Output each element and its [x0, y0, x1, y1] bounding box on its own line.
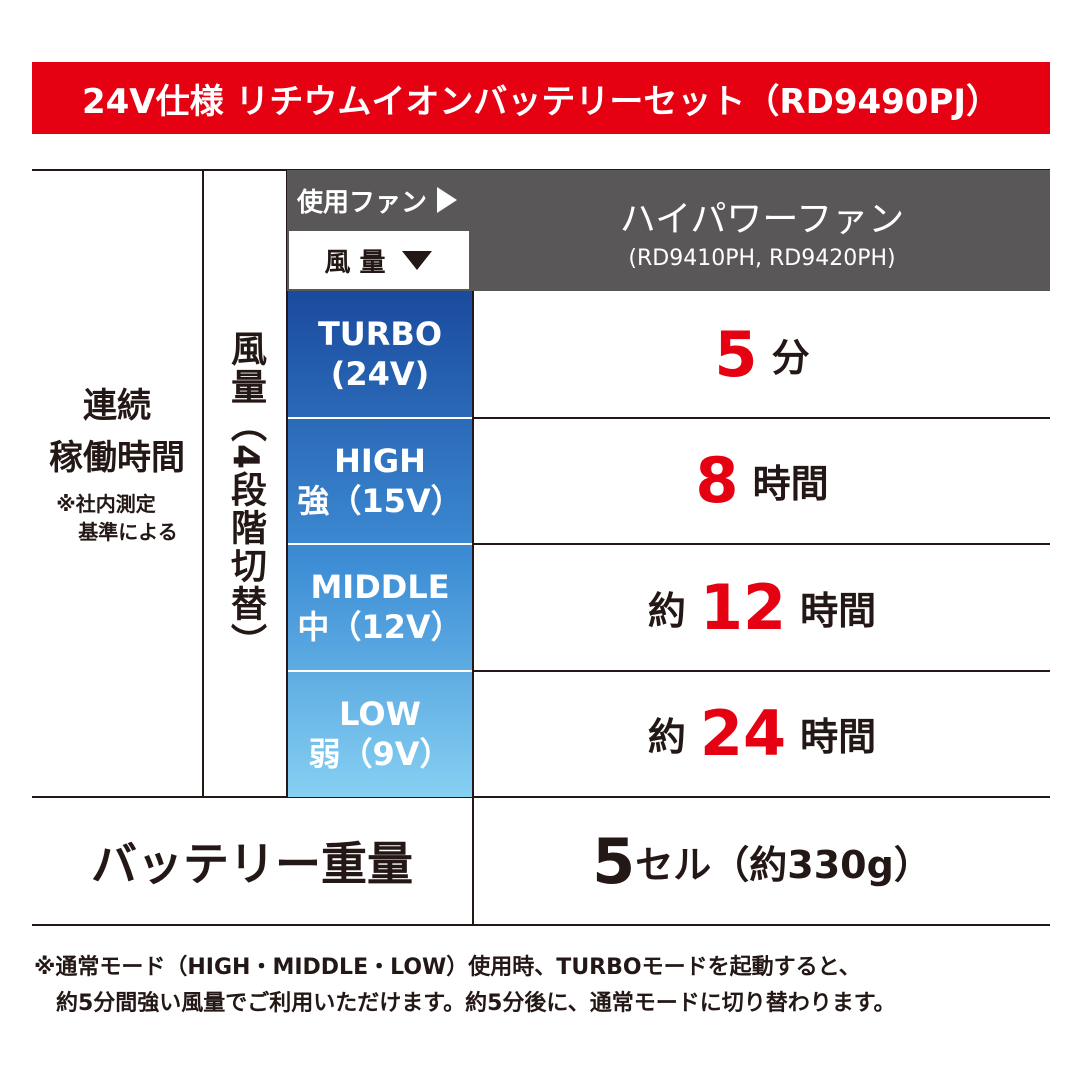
mode-cell: HIGH 強（15V） [288, 418, 472, 545]
footnote-line: 約5分間強い風量でご利用いただけます。約5分後に、通常モードに切り替わります。 [56, 991, 896, 1016]
rule [32, 796, 1050, 798]
fan-name: ハイパワーファン [619, 199, 905, 240]
flow-vertical-cell: 風量（4段階切替） [204, 330, 286, 690]
rule [474, 416, 1050, 419]
mode-cell: MIDDLE 中（12V） [288, 544, 472, 671]
unit: 時間 [800, 715, 877, 760]
rule [288, 669, 472, 672]
voltage: 中（12V） [297, 608, 463, 647]
footnote: ※通常モード（HIGH・MIDDLE・LOW）使用時、TURBOモードを起動する… [34, 950, 1044, 1022]
footnote-line: ※通常モード（HIGH・MIDDLE・LOW）使用時、TURBOモードを起動する… [34, 955, 861, 980]
fan-cell: ハイパワーファン (RD9410PH, RD9420PH) [474, 170, 1050, 291]
rule [474, 543, 1050, 545]
unit: 時間 [800, 588, 877, 633]
title-banner: 24V仕様 リチウムイオンバッテリーセット（RD9490PJ） [32, 62, 1050, 134]
mode: MIDDLE [310, 568, 450, 607]
flow-vertical: 風量（4段階切替） [225, 330, 266, 662]
runtime-number: 8 [695, 444, 739, 518]
title: 24V仕様 リチウムイオンバッテリーセット（RD9490PJ） [81, 81, 1001, 122]
fan-models: (RD9410PH, RD9420PH) [628, 246, 896, 271]
unit: 時間 [752, 462, 829, 507]
mode: TURBO [317, 315, 443, 354]
voltage: 弱（9V） [308, 734, 452, 773]
mode: LOW [339, 694, 421, 733]
rule [202, 170, 204, 797]
runtime-note: 基準による [78, 520, 178, 544]
fan-label: 使用ファン [297, 187, 428, 218]
rule [288, 416, 472, 419]
runtime-label: 連続 [83, 386, 151, 426]
weight-value: セル（約330g） [635, 842, 932, 887]
weight-number: 5 [592, 824, 636, 898]
unit: 分 [771, 335, 810, 380]
runtime-cell: 連続 稼働時間 ※社内測定 基準による [32, 380, 202, 546]
flow-label: 風 量 [324, 247, 386, 278]
arrow-down [401, 251, 432, 270]
weight-value-cell: 5 セル（約330g） [474, 798, 1050, 924]
rule [288, 543, 472, 545]
flow-label-cell: 風 量 [289, 231, 469, 289]
mode: HIGH [334, 441, 426, 480]
voltage: (24V) [330, 355, 430, 394]
runtime-number: 5 [714, 317, 758, 391]
runtime-cell: 約 24 時間 [474, 671, 1050, 798]
weight-label: バッテリー重量 [91, 837, 413, 891]
rule [286, 170, 288, 797]
runtime-label: 稼働時間 [49, 438, 185, 478]
rule [32, 924, 1050, 926]
runtime-cell: 約 12 時間 [474, 544, 1050, 671]
fan-label-cell: 使用ファン [297, 178, 477, 222]
weight-label-cell: バッテリー重量 [32, 798, 472, 924]
prefix: 約 [647, 715, 686, 760]
runtime-cell: 8 時間 [474, 418, 1050, 545]
mode-cell: TURBO (24V) [288, 291, 472, 418]
runtime-note: ※社内測定 [56, 492, 156, 516]
rule [474, 669, 1050, 672]
mode-cell: LOW 弱（9V） [288, 671, 472, 798]
voltage: 強（15V） [297, 481, 463, 520]
prefix: 約 [647, 588, 686, 633]
rule [472, 291, 474, 925]
runtime-number: 24 [699, 697, 787, 771]
runtime-number: 12 [699, 570, 787, 644]
arrow-right [437, 187, 458, 213]
